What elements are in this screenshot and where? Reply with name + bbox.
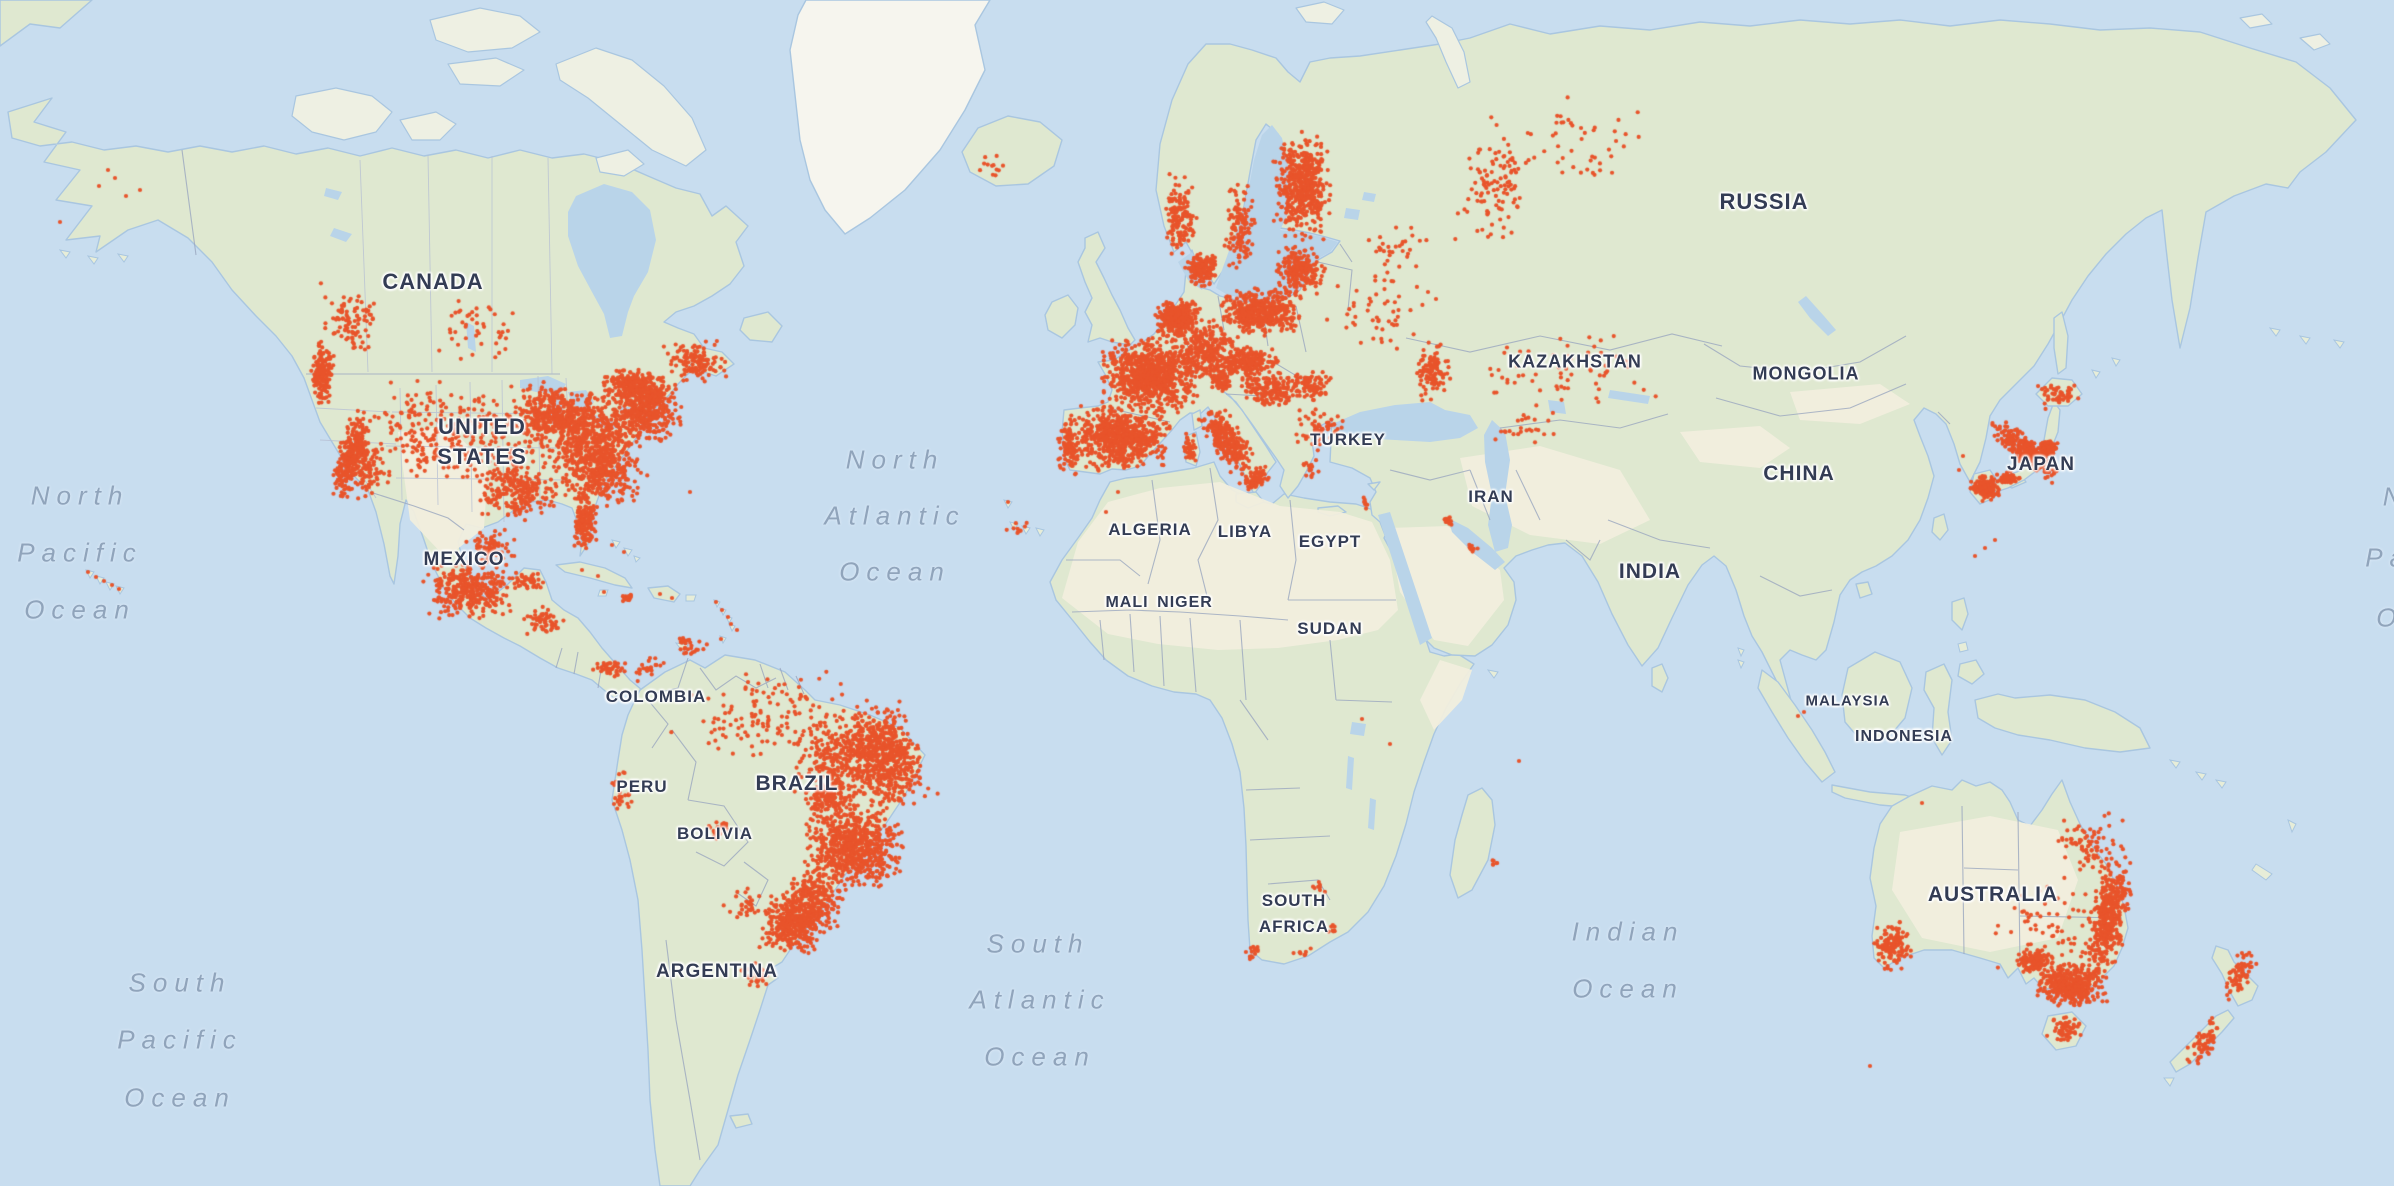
world-map-viewport[interactable]: CANADA UNITED STATES MEXICO COLOMBIA PERU BRAZ… [0, 0, 2394, 1186]
observation-dots-layer [0, 0, 2394, 1186]
